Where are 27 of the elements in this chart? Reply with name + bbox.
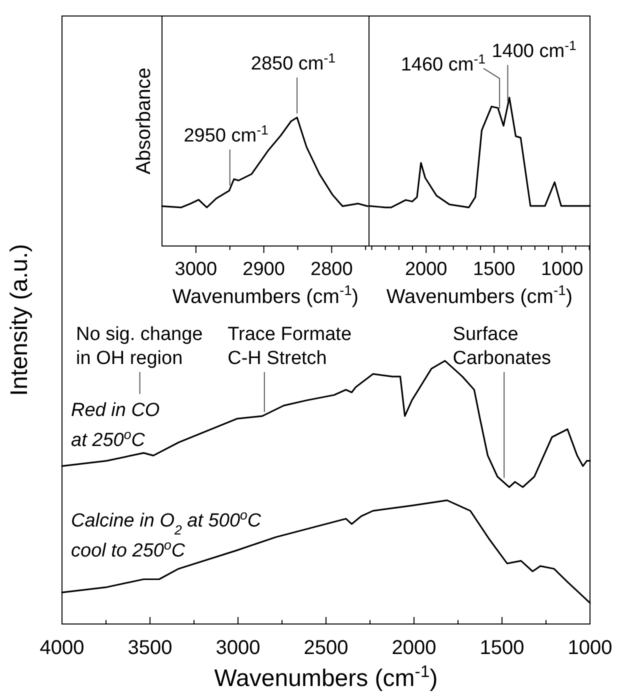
annotation: 1460 cm$^{-1}$ [400, 50, 486, 76]
x-axis-title: Wavenumbers (cm$^{-1}$) [172, 282, 359, 308]
x-tick-label: 1500 [472, 259, 516, 280]
x-tick-label: 1500 [480, 637, 524, 659]
x-tick-label: 1000 [540, 259, 584, 280]
annotation: No sig. change in OH region [76, 324, 203, 369]
x-tick-label: 2500 [304, 637, 348, 659]
x-tick-label: 2000 [392, 637, 436, 659]
x-tick-label: 3500 [128, 637, 172, 659]
series-label: Red in CO at 250$^{o}$C [71, 400, 160, 452]
text: Calcine in O$_{2}$ at 500$^{o}$C cool to 250$^{o}$C [71, 506, 262, 562]
x-axis-title: Wavenumbers (cm$^{-1}$) [386, 282, 573, 308]
annotation: Surface Carbonates [452, 324, 552, 369]
x-tick-label: 2800 [310, 259, 353, 280]
y-axis-title: Absorbance [133, 68, 155, 174]
y-axis-title: Intensity (a.u.) [6, 244, 33, 396]
annotation: 2950 cm$^{-1}$ [184, 122, 268, 146]
x-axis-title: Wavenumbers (cm$^{-1}$) [214, 662, 438, 692]
annotation: 1400 cm$^{-1}$ [492, 38, 576, 62]
x-tick-label: 2900 [242, 259, 285, 280]
annotation: Trace Formate C-H Stretch [228, 324, 352, 369]
x-tick-label: 1000 [568, 637, 612, 659]
x-tick-label: 4000 [40, 637, 84, 659]
x-tick-label: 2000 [404, 259, 448, 280]
x-tick-label: 3000 [216, 637, 260, 659]
x-tick-label: 3000 [174, 259, 218, 280]
annotation: 2850 cm$^{-1}$ [250, 50, 336, 75]
